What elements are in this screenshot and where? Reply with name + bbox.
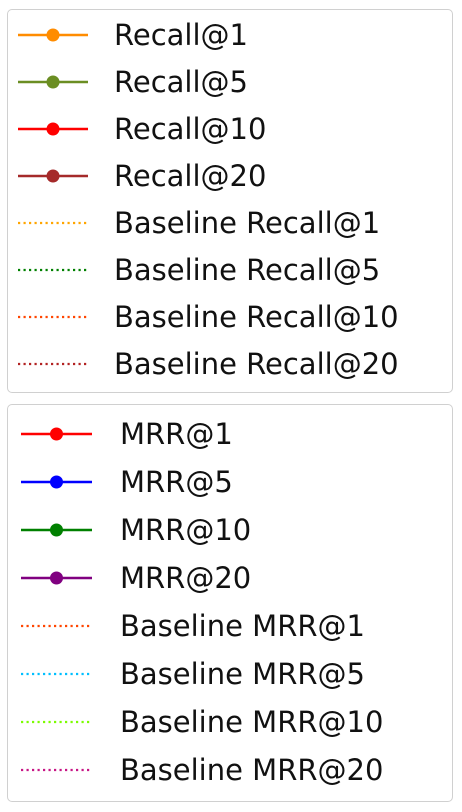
legend-label-baseline-mrr-at-5: Baseline MRR@5: [120, 657, 365, 691]
legend-swatch-baseline-mrr-at-5: [21, 672, 92, 676]
legend-label-baseline-mrr-at-10: Baseline MRR@10: [120, 705, 384, 739]
legend-entry-mrr-at-1: MRR@1: [8, 411, 452, 457]
legend-entry-mrr-at-10: MRR@10: [8, 507, 452, 553]
legend-marker-recall-at-20: [46, 169, 60, 183]
legend-swatch-baseline-recall-at-1: [18, 221, 88, 225]
legend-label-mrr-at-1: MRR@1: [120, 417, 233, 451]
legend-label-baseline-recall-at-10: Baseline Recall@10: [114, 300, 399, 334]
legend-swatch-baseline-recall-at-10: [18, 315, 88, 319]
legend-label-baseline-recall-at-1: Baseline Recall@1: [114, 206, 381, 240]
legend-entry-baseline-mrr-at-20: Baseline MRR@20: [8, 747, 452, 793]
legend-label-mrr-at-10: MRR@10: [120, 513, 252, 547]
legend-mrr: MRR@1 MRR@5 MRR@10 MRR@20 Baseline MRR@1 Base…: [7, 404, 453, 802]
legend-entry-baseline-recall-at-1: Baseline Recall@1: [8, 200, 452, 246]
legend-swatch-baseline-recall-at-20: [18, 362, 88, 366]
legend-marker-mrr-at-10: [50, 523, 63, 537]
legend-entry-recall-at-5: Recall@5: [8, 59, 452, 105]
legend-label-baseline-mrr-at-20: Baseline MRR@20: [120, 753, 384, 787]
legend-swatch-recall-at-10: [18, 122, 88, 136]
legend-marker-mrr-at-5: [50, 475, 63, 489]
legend-label-mrr-at-20: MRR@20: [120, 561, 252, 595]
legend-label-recall-at-5: Recall@5: [114, 65, 248, 99]
legend-entry-baseline-mrr-at-1: Baseline MRR@1: [8, 603, 452, 649]
legend-label-baseline-recall-at-20: Baseline Recall@20: [114, 347, 399, 381]
legend-label-recall-at-10: Recall@10: [114, 112, 267, 146]
legend-entry-baseline-recall-at-20: Baseline Recall@20: [8, 341, 452, 387]
legend-entry-mrr-at-5: MRR@5: [8, 459, 452, 505]
legend-label-recall-at-20: Recall@20: [114, 159, 267, 193]
legend-label-baseline-mrr-at-1: Baseline MRR@1: [120, 609, 365, 643]
legend-label-baseline-recall-at-5: Baseline Recall@5: [114, 253, 381, 287]
legend-swatch-baseline-mrr-at-1: [21, 624, 92, 628]
legend-swatch-recall-at-5: [18, 75, 88, 89]
legend-entry-baseline-mrr-at-10: Baseline MRR@10: [8, 699, 452, 745]
legend-marker-recall-at-5: [46, 75, 60, 89]
legend-swatch-recall-at-1: [18, 28, 88, 42]
legend-swatch-baseline-mrr-at-10: [21, 720, 92, 724]
legend-label-mrr-at-5: MRR@5: [120, 465, 233, 499]
legend-swatch-mrr-at-20: [21, 571, 92, 585]
legend-entry-baseline-recall-at-10: Baseline Recall@10: [8, 294, 452, 340]
legend-marker-mrr-at-20: [50, 571, 63, 585]
legend-entry-baseline-recall-at-5: Baseline Recall@5: [8, 247, 452, 293]
legend-swatch-baseline-recall-at-5: [18, 268, 88, 272]
legend-entry-recall-at-1: Recall@1: [8, 12, 452, 58]
legend-swatch-mrr-at-5: [21, 475, 92, 489]
legend-marker-mrr-at-1: [50, 427, 63, 441]
legend-swatch-baseline-mrr-at-20: [21, 768, 92, 772]
legend-label-recall-at-1: Recall@1: [114, 18, 248, 52]
legend-entry-recall-at-20: Recall@20: [8, 153, 452, 199]
legend-swatch-mrr-at-10: [21, 523, 92, 537]
legend-marker-recall-at-1: [46, 28, 60, 42]
legend-swatch-recall-at-20: [18, 169, 88, 183]
legend-entry-recall-at-10: Recall@10: [8, 106, 452, 152]
legend-marker-recall-at-10: [46, 122, 60, 136]
legend-entry-baseline-mrr-at-5: Baseline MRR@5: [8, 651, 452, 697]
legend-recall: Recall@1 Recall@5 Recall@10 Recall@20 Baseli…: [7, 9, 453, 393]
legend-swatch-mrr-at-1: [21, 427, 92, 441]
legend-entry-mrr-at-20: MRR@20: [8, 555, 452, 601]
